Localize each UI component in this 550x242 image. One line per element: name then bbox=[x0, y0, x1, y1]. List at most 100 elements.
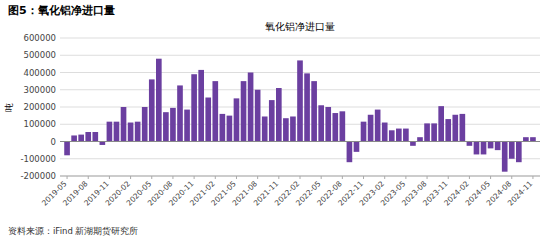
bar bbox=[227, 116, 233, 142]
bar bbox=[467, 142, 473, 146]
x-tick bbox=[67, 176, 68, 179]
x-tick bbox=[384, 176, 385, 179]
bar bbox=[283, 118, 289, 141]
bar bbox=[495, 142, 501, 151]
bar bbox=[332, 113, 338, 141]
bar bbox=[191, 74, 197, 141]
x-tick bbox=[151, 176, 152, 179]
grid-line bbox=[60, 55, 540, 56]
x-tick bbox=[342, 176, 343, 179]
bar bbox=[290, 116, 296, 141]
x-tick bbox=[469, 176, 470, 179]
grid bbox=[60, 38, 540, 176]
bar bbox=[347, 142, 353, 163]
bar bbox=[396, 129, 402, 142]
bar bbox=[212, 81, 218, 141]
x-tick-label: 2024-11 bbox=[506, 179, 535, 208]
bar bbox=[248, 73, 254, 142]
bar bbox=[220, 114, 226, 142]
bar bbox=[368, 115, 374, 142]
x-tick bbox=[511, 176, 512, 179]
x-tick bbox=[278, 176, 279, 179]
x-tick bbox=[300, 176, 301, 179]
bar bbox=[403, 129, 409, 142]
y-tick-label: 200000 bbox=[24, 102, 56, 112]
bar bbox=[255, 90, 261, 142]
x-tick bbox=[363, 176, 364, 179]
bar bbox=[234, 98, 240, 141]
bar bbox=[269, 100, 275, 141]
grid-line bbox=[60, 141, 540, 142]
bar bbox=[438, 106, 444, 141]
bar bbox=[205, 98, 211, 142]
x-tick bbox=[257, 176, 258, 179]
bar bbox=[417, 137, 423, 141]
bar bbox=[474, 142, 480, 155]
x-tick bbox=[405, 176, 406, 179]
zero-line bbox=[60, 141, 540, 142]
bar bbox=[488, 142, 494, 149]
bar bbox=[71, 135, 77, 141]
bar bbox=[135, 122, 141, 142]
x-tick bbox=[321, 176, 322, 179]
bar bbox=[502, 142, 508, 172]
bar bbox=[318, 105, 324, 141]
bar bbox=[107, 122, 113, 142]
bar bbox=[241, 81, 247, 141]
bar bbox=[523, 137, 529, 141]
x-tick bbox=[88, 176, 89, 179]
bar bbox=[163, 112, 169, 141]
subtitle: 氧化铝净进口量 bbox=[265, 21, 335, 32]
y-tick-label: 400000 bbox=[24, 68, 56, 78]
bar bbox=[170, 108, 176, 142]
bar bbox=[382, 123, 388, 142]
bar bbox=[78, 135, 84, 142]
source: 资料来源：iFind 新湖期货研究所 bbox=[8, 226, 138, 236]
bar bbox=[64, 142, 70, 156]
bar bbox=[389, 130, 395, 141]
x-tick bbox=[236, 176, 237, 179]
bar bbox=[509, 142, 515, 159]
bar bbox=[530, 137, 536, 141]
y-tick-label: 600000 bbox=[24, 33, 56, 43]
y-tick-label: 100000 bbox=[24, 119, 56, 129]
title: 图5：氧化铝净进口量 bbox=[8, 4, 115, 17]
grid-line bbox=[60, 38, 540, 39]
bar bbox=[156, 59, 162, 142]
bar bbox=[142, 107, 148, 142]
bar bbox=[262, 116, 268, 141]
bar bbox=[149, 79, 155, 141]
grid-line bbox=[60, 158, 540, 159]
bar bbox=[445, 119, 451, 141]
x-tick bbox=[172, 176, 173, 179]
bar bbox=[311, 81, 317, 141]
bar bbox=[177, 85, 183, 141]
bar bbox=[452, 115, 458, 142]
bar bbox=[276, 88, 282, 141]
x-tick bbox=[448, 176, 449, 179]
x-tick bbox=[490, 176, 491, 179]
bar bbox=[128, 123, 134, 142]
bar bbox=[121, 107, 127, 142]
bar bbox=[297, 60, 303, 141]
bar bbox=[516, 142, 522, 163]
bars bbox=[64, 59, 536, 172]
bar bbox=[92, 132, 98, 141]
bar bbox=[354, 142, 360, 152]
y-tick-label: -100000 bbox=[20, 154, 56, 164]
bar bbox=[481, 142, 487, 155]
y-tick-label: -200000 bbox=[20, 171, 56, 181]
x-tick bbox=[109, 176, 110, 179]
x-tick bbox=[215, 176, 216, 179]
y-tick-label: 300000 bbox=[24, 85, 56, 95]
bar bbox=[198, 70, 204, 142]
bar bbox=[361, 122, 367, 142]
x-tick bbox=[532, 176, 533, 179]
bar bbox=[340, 111, 346, 141]
bar bbox=[431, 123, 437, 141]
x-tick bbox=[427, 176, 428, 179]
bar bbox=[85, 132, 91, 141]
bar bbox=[460, 114, 466, 142]
x-tick bbox=[130, 176, 131, 179]
bar bbox=[114, 122, 120, 142]
